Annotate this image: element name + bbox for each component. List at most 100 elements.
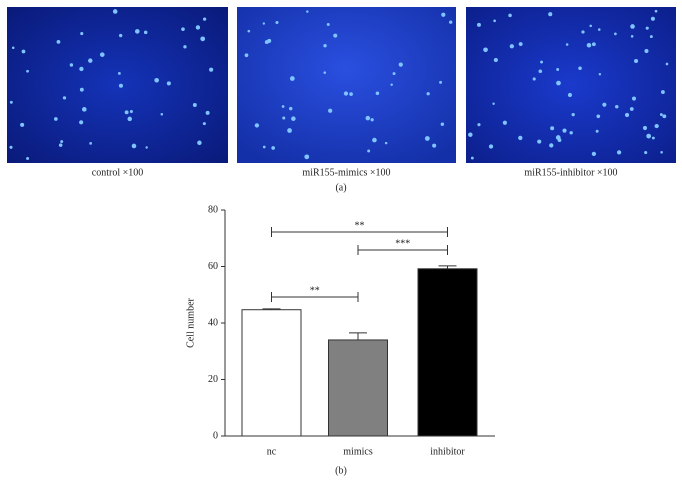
cell-dot	[254, 123, 260, 128]
cell-dot	[537, 139, 542, 144]
cell-dot	[661, 90, 665, 94]
cell-dot	[596, 114, 601, 119]
cell-dot	[586, 42, 592, 48]
cell-dot	[615, 104, 619, 109]
cell-dot	[282, 116, 286, 120]
cell-dot	[630, 35, 634, 38]
cell-dot	[650, 16, 655, 21]
cell-dot	[477, 22, 481, 27]
cell-dot	[477, 123, 481, 127]
cell-dot	[124, 110, 129, 115]
cell-dot	[365, 115, 371, 121]
y-axis-label: Cell number	[185, 297, 196, 347]
cell-dot	[659, 113, 663, 116]
cell-dot	[247, 29, 251, 33]
cell-dot	[644, 151, 648, 155]
cell-dot	[117, 71, 121, 75]
cell-dot	[578, 66, 582, 71]
cell-dot	[69, 63, 74, 67]
cell-dot	[195, 25, 201, 30]
cell-dot	[518, 42, 523, 46]
cell-dot	[306, 10, 309, 13]
cell-dot	[595, 129, 599, 133]
cell-dot	[343, 91, 349, 96]
x-tick-label: mimics	[343, 446, 373, 457]
bar	[241, 309, 302, 437]
cell-dot	[424, 136, 430, 141]
cell-dot	[589, 24, 592, 28]
cell-dot	[11, 46, 15, 50]
cell-dot	[166, 81, 171, 86]
cell-dot	[654, 9, 658, 13]
cell-dot	[631, 96, 637, 101]
cell-dot	[79, 120, 84, 125]
cell-dot	[118, 33, 123, 38]
cell-dot	[602, 102, 607, 107]
cell-dot	[79, 87, 84, 92]
cell-dot	[200, 36, 206, 42]
image-caption: control ×100	[92, 167, 143, 178]
micrograph	[237, 7, 456, 163]
cell-dot	[616, 150, 622, 155]
cell-dot	[426, 92, 430, 96]
cell-dot	[244, 53, 249, 58]
cell-dot	[548, 12, 553, 17]
cell-dot	[556, 80, 561, 86]
cell-dot	[538, 69, 543, 74]
cell-dot	[493, 19, 496, 23]
cell-dot	[518, 135, 523, 141]
cell-dot	[483, 47, 488, 53]
y-tick-label: 60	[208, 261, 218, 272]
cell-dot	[509, 44, 514, 49]
cell-dot	[665, 62, 669, 66]
cell-dot	[349, 92, 353, 96]
cell-dot	[654, 123, 659, 129]
cell-dot	[630, 24, 635, 29]
cell-dot	[581, 30, 585, 34]
cell-dot	[598, 28, 601, 31]
cell-dot	[532, 77, 536, 81]
cell-dot	[271, 146, 275, 150]
cell-dot	[9, 145, 13, 149]
panel-label: (a)	[335, 182, 346, 193]
cell-dot	[89, 142, 92, 145]
significance-label: **	[310, 285, 320, 296]
cell-dot	[508, 13, 512, 18]
cell-dot	[550, 126, 555, 131]
cell-dot	[289, 106, 293, 111]
cell-dot	[58, 143, 63, 147]
cell-dot	[281, 105, 285, 108]
cell-dot	[262, 22, 266, 25]
cell-dot	[291, 116, 296, 121]
cell-dot	[488, 144, 494, 149]
cell-dot	[370, 118, 374, 122]
cell-dot	[323, 71, 327, 74]
x-tick-label: nc	[267, 446, 277, 457]
cell-dot	[614, 32, 617, 36]
cell-dot	[591, 42, 596, 47]
y-tick-label: 0	[213, 430, 218, 441]
cell-dot	[287, 128, 292, 133]
cell-dot	[289, 76, 295, 81]
cell-dot	[264, 40, 269, 45]
cell-dot	[557, 138, 562, 142]
cell-dot	[591, 151, 597, 156]
cell-dot	[448, 20, 453, 24]
cell-dot	[112, 9, 118, 14]
cell-dot	[549, 143, 554, 148]
cell-dot	[134, 29, 140, 34]
cell-dot	[439, 80, 442, 84]
cell-dot	[375, 91, 380, 96]
cell-dot	[624, 112, 630, 118]
cell-dot	[160, 113, 164, 116]
cell-dot	[392, 72, 396, 76]
panel-label: (b)	[335, 465, 347, 476]
cell-dot	[567, 92, 573, 98]
cell-dot	[80, 32, 84, 36]
cell-dot	[642, 125, 648, 131]
cell-dot	[432, 143, 437, 148]
cell-dot	[660, 151, 663, 154]
y-tick-label: 20	[208, 374, 218, 385]
cell-dot	[197, 140, 202, 146]
cell-dot	[99, 52, 105, 57]
